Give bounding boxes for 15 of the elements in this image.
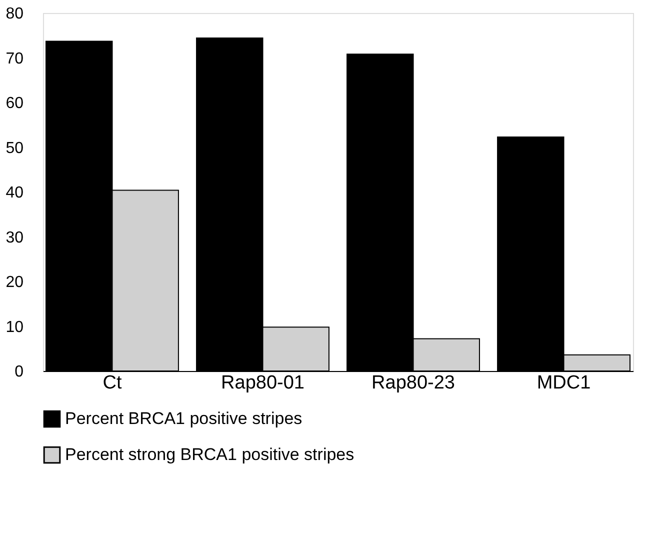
x-tick-label: MDC1	[536, 372, 591, 394]
y-tick-label: 0	[14, 364, 24, 380]
y-tick-label: 70	[6, 50, 24, 68]
x-tick-label: Rap80-23	[372, 372, 455, 394]
y-tick-label: 50	[6, 140, 24, 157]
y-tick-label: 80	[6, 6, 24, 22]
y-tick-label: 20	[6, 274, 24, 291]
y-tick-label: 40	[6, 184, 24, 202]
y-tick-label: 10	[6, 318, 24, 336]
legend-label: Percent BRCA1 positive stripes	[65, 409, 302, 428]
x-tick-label: Rap80-01	[221, 372, 304, 394]
y-tick-label: 60	[6, 95, 24, 112]
x-tick-label: Ct	[102, 372, 122, 394]
legend-label: Percent strong BRCA1 positive stripes	[65, 445, 354, 464]
y-tick-label: 30	[6, 229, 24, 246]
